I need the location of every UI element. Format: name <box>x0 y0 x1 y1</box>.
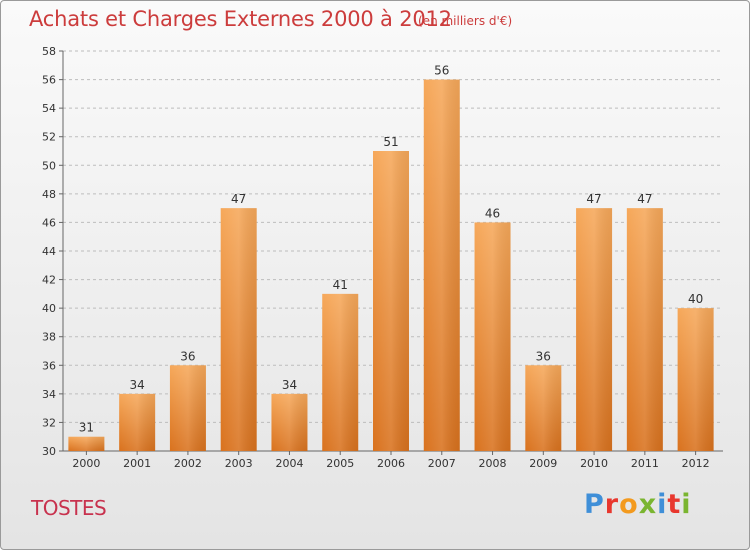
chart-subtitle: (en milliers d'€) <box>418 14 513 28</box>
x-tick-label: 2009 <box>529 457 557 470</box>
data-label: 34 <box>130 378 145 392</box>
y-tick-label: 58 <box>42 45 56 58</box>
y-tick-label: 50 <box>42 159 56 172</box>
logo-letter: o <box>619 489 639 520</box>
data-label: 46 <box>485 206 500 220</box>
bar-shade <box>474 222 511 451</box>
data-label: 36 <box>180 349 195 363</box>
logo-letter: P <box>584 489 605 520</box>
data-label: 47 <box>637 192 652 206</box>
logo-letter: i <box>657 489 668 520</box>
bar-shade <box>169 365 206 451</box>
x-tick-label: 2002 <box>174 457 202 470</box>
chart-title: Achats et Charges Externes 2000 à 2012 <box>29 7 452 31</box>
y-tick-label: 34 <box>42 388 56 401</box>
bar-shade <box>119 393 156 451</box>
bar-shade <box>626 208 663 451</box>
commune-name: TOSTES <box>31 496 107 520</box>
y-tick-label: 42 <box>42 274 56 287</box>
data-label: 51 <box>383 135 398 149</box>
bar-layer <box>68 79 714 452</box>
bar-shade <box>271 393 308 451</box>
x-tick-label: 2010 <box>580 457 608 470</box>
bar-shade <box>423 79 460 452</box>
y-tick-label: 54 <box>42 102 56 115</box>
y-tick-label: 56 <box>42 74 56 87</box>
logo-letter: x <box>638 489 658 520</box>
bar-shade <box>373 151 409 451</box>
bar-shade <box>576 208 613 451</box>
y-tick-label: 36 <box>42 359 56 372</box>
y-tick-label: 38 <box>42 331 56 344</box>
data-label: 47 <box>586 192 601 206</box>
y-tick-label: 52 <box>42 131 56 144</box>
data-label: 31 <box>79 421 94 435</box>
label-layer: 31 2000 34 2001 36 2002 47 2003 34 2004 41 2005 51 20… <box>72 64 709 470</box>
bar-shade <box>525 365 562 451</box>
x-tick-label: 2012 <box>682 457 710 470</box>
y-tick-label: 44 <box>42 245 56 258</box>
y-tick-label: 40 <box>42 302 56 315</box>
x-tick-label: 2001 <box>123 457 151 470</box>
x-tick-label: 2006 <box>377 457 405 470</box>
data-label: 34 <box>282 378 297 392</box>
bar-shade <box>220 208 257 451</box>
logo-letter: t <box>667 489 682 520</box>
bar-shade <box>677 308 714 451</box>
data-label: 40 <box>688 292 703 306</box>
data-label: 47 <box>231 192 246 206</box>
x-tick-label: 2005 <box>326 457 354 470</box>
proxiti-logo[interactable]: Proxiti <box>584 489 692 520</box>
x-tick-label: 2003 <box>225 457 253 470</box>
data-label: 56 <box>434 64 449 78</box>
bar-shade <box>68 436 105 451</box>
logo-letter: i <box>681 489 692 520</box>
x-tick-label: 2011 <box>631 457 659 470</box>
data-label: 36 <box>536 349 551 363</box>
y-tick-label: 32 <box>42 416 56 429</box>
y-tick-label: 30 <box>42 445 56 458</box>
logo-letter: r <box>604 489 620 520</box>
x-tick-label: 2000 <box>72 457 100 470</box>
bar-shade <box>322 293 359 451</box>
x-tick-label: 2007 <box>428 457 456 470</box>
y-tick-label: 46 <box>42 216 56 229</box>
x-tick-label: 2008 <box>479 457 507 470</box>
data-label: 41 <box>333 278 348 292</box>
x-tick-label: 2004 <box>275 457 303 470</box>
y-tick-label: 48 <box>42 188 56 201</box>
